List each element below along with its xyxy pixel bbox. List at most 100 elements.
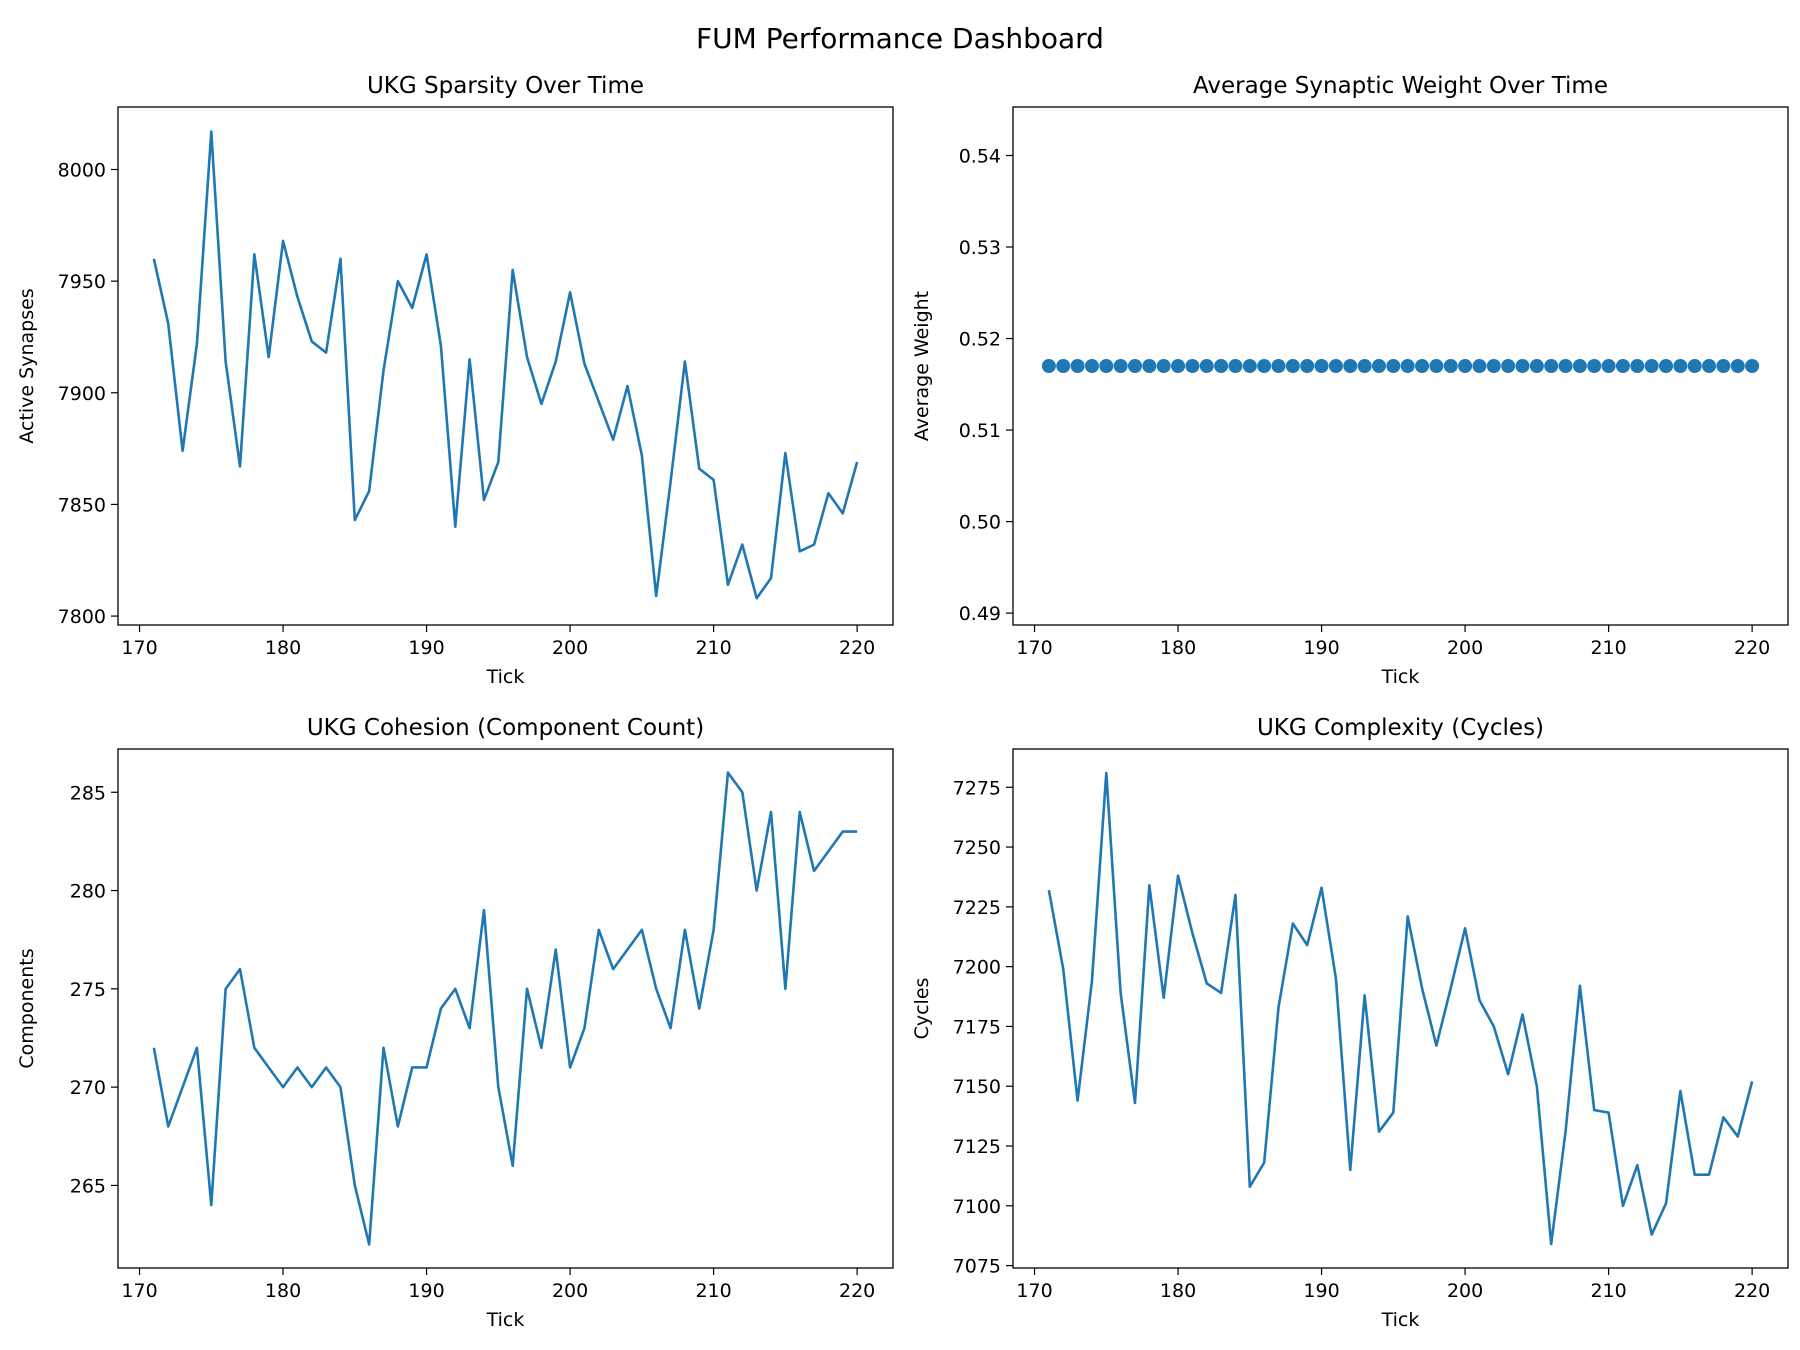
weight-data-point (1702, 359, 1717, 373)
cohesion-y-tick-label: 280 (70, 881, 106, 903)
weight-data-point (1328, 359, 1343, 373)
weight-data-point (1745, 359, 1760, 373)
weight-data-point (1687, 359, 1702, 373)
weight-data-point (1185, 359, 1200, 373)
sparsity-x-tick-label: 210 (695, 637, 731, 659)
sparsity-y-tick-label: 7900 (58, 383, 106, 405)
weight-data-point (1084, 359, 1099, 373)
weight-y-tick-label: 0.52 (959, 329, 1001, 351)
weight-data-point (1544, 359, 1559, 373)
sparsity-y-tick-label: 7850 (58, 494, 106, 516)
weight-data-point (1529, 359, 1544, 373)
weight-y-tick-label: 0.54 (959, 146, 1001, 168)
complexity-y-tick-label: 7075 (953, 1256, 1001, 1278)
weight-data-point (1257, 359, 1272, 373)
complexity-x-tick-label: 200 (1447, 1280, 1483, 1302)
weight-data-point (1443, 359, 1458, 373)
weight-x-tick-label: 170 (1016, 637, 1052, 659)
sparsity-axes-frame (117, 106, 894, 626)
sparsity-chart: UKG Sparsity Over Time 170 180 190 200 210 220… (16, 73, 894, 688)
sparsity-series-line (152, 130, 859, 600)
complexity-y-tick-label: 7250 (953, 837, 1001, 859)
weight-data-point (1271, 359, 1286, 373)
complexity-y-tick-label: 7125 (953, 1136, 1001, 1158)
sparsity-x-tick-label: 220 (839, 637, 875, 659)
weight-data-point (1673, 359, 1688, 373)
cohesion-y-tick-label: 275 (70, 979, 106, 1001)
weight-data-point (1242, 359, 1257, 373)
weight-data-point (1142, 359, 1157, 373)
weight-data-point (1716, 359, 1731, 373)
weight-data-point (1558, 359, 1573, 373)
sparsity-x-tick-label: 200 (552, 637, 588, 659)
weight-data-point (1659, 359, 1674, 373)
cohesion-series-line (152, 771, 858, 1246)
complexity-x-tick-label: 210 (1590, 1280, 1626, 1302)
complexity-chart: UKG Complexity (Cycles) 170 180 190 200 210 22… (911, 715, 1789, 1331)
complexity-x-tick-label: 220 (1734, 1280, 1770, 1302)
weight-chart-title: Average Synaptic Weight Over Time (1193, 73, 1608, 99)
weight-data-point (1357, 359, 1372, 373)
sparsity-x-tick-label: 180 (265, 637, 301, 659)
cohesion-y-axis-label: Components (16, 948, 38, 1068)
cohesion-x-tick-label: 200 (552, 1280, 588, 1302)
weight-data-point (1314, 359, 1329, 373)
weight-x-tick-label: 180 (1160, 637, 1196, 659)
weight-x-tick-label: 200 (1447, 637, 1483, 659)
weight-data-point (1113, 359, 1128, 373)
complexity-y-tick-label: 7100 (953, 1196, 1001, 1218)
weight-y-tick-label: 0.53 (959, 237, 1001, 259)
weight-data-point (1371, 359, 1386, 373)
weight-data-point (1214, 359, 1229, 373)
cohesion-axes-frame (117, 748, 894, 1269)
complexity-x-tick-label: 190 (1303, 1280, 1339, 1302)
complexity-y-tick-label: 7200 (953, 957, 1001, 979)
weight-data-point (1630, 359, 1645, 373)
weight-x-tick-label: 210 (1590, 637, 1626, 659)
cohesion-chart: UKG Cohesion (Component Count) 170 180 190 2… (16, 715, 894, 1331)
weight-data-point (1501, 359, 1516, 373)
complexity-y-tick-label: 7275 (953, 777, 1001, 799)
weight-data-point (1386, 359, 1401, 373)
weight-data-point (1127, 359, 1142, 373)
weight-y-tick-label: 0.51 (959, 420, 1001, 442)
cohesion-x-tick-label: 190 (408, 1280, 444, 1302)
weight-data-point (1486, 359, 1501, 373)
weight-data-point (1472, 359, 1487, 373)
cohesion-x-tick-label: 220 (839, 1280, 875, 1302)
weight-data-point (1343, 359, 1358, 373)
cohesion-y-tick-label: 285 (70, 782, 106, 804)
weight-data-point (1171, 359, 1186, 373)
complexity-y-axis-label: Cycles (911, 978, 933, 1040)
cohesion-x-tick-label: 210 (695, 1280, 731, 1302)
sparsity-chart-title: UKG Sparsity Over Time (367, 73, 644, 99)
complexity-y-tick-label: 7150 (953, 1076, 1001, 1098)
sparsity-x-axis-label: Tick (486, 666, 525, 688)
weight-data-point (1415, 359, 1430, 373)
weight-x-tick-label: 190 (1303, 637, 1339, 659)
weight-data-point (1587, 359, 1602, 373)
weight-x-axis-label: Tick (1381, 666, 1420, 688)
weight-data-point (1400, 359, 1415, 373)
complexity-chart-title: UKG Complexity (Cycles) (1257, 715, 1544, 741)
weight-data-point (1041, 359, 1056, 373)
complexity-x-axis-label: Tick (1381, 1309, 1420, 1331)
complexity-y-tick-label: 7175 (953, 1016, 1001, 1038)
weight-data-point (1070, 359, 1085, 373)
weight-data-point (1601, 359, 1616, 373)
sparsity-x-tick-label: 170 (121, 637, 157, 659)
complexity-axes-frame (1012, 748, 1789, 1269)
weight-chart: Average Synaptic Weight Over Time 170 180 1… (911, 73, 1789, 688)
dashboard-title: FUM Performance Dashboard (696, 22, 1104, 55)
weight-data-point (1285, 359, 1300, 373)
complexity-series-line (1047, 771, 1754, 1246)
cohesion-y-tick-label: 265 (70, 1175, 106, 1197)
cohesion-x-axis-label: Tick (486, 1309, 525, 1331)
weight-data-point (1458, 359, 1473, 373)
complexity-x-tick-label: 180 (1160, 1280, 1196, 1302)
weight-data-point (1429, 359, 1444, 373)
weight-data-point (1300, 359, 1315, 373)
weight-data-point (1199, 359, 1214, 373)
sparsity-y-axis-label: Active Synapses (16, 288, 38, 443)
